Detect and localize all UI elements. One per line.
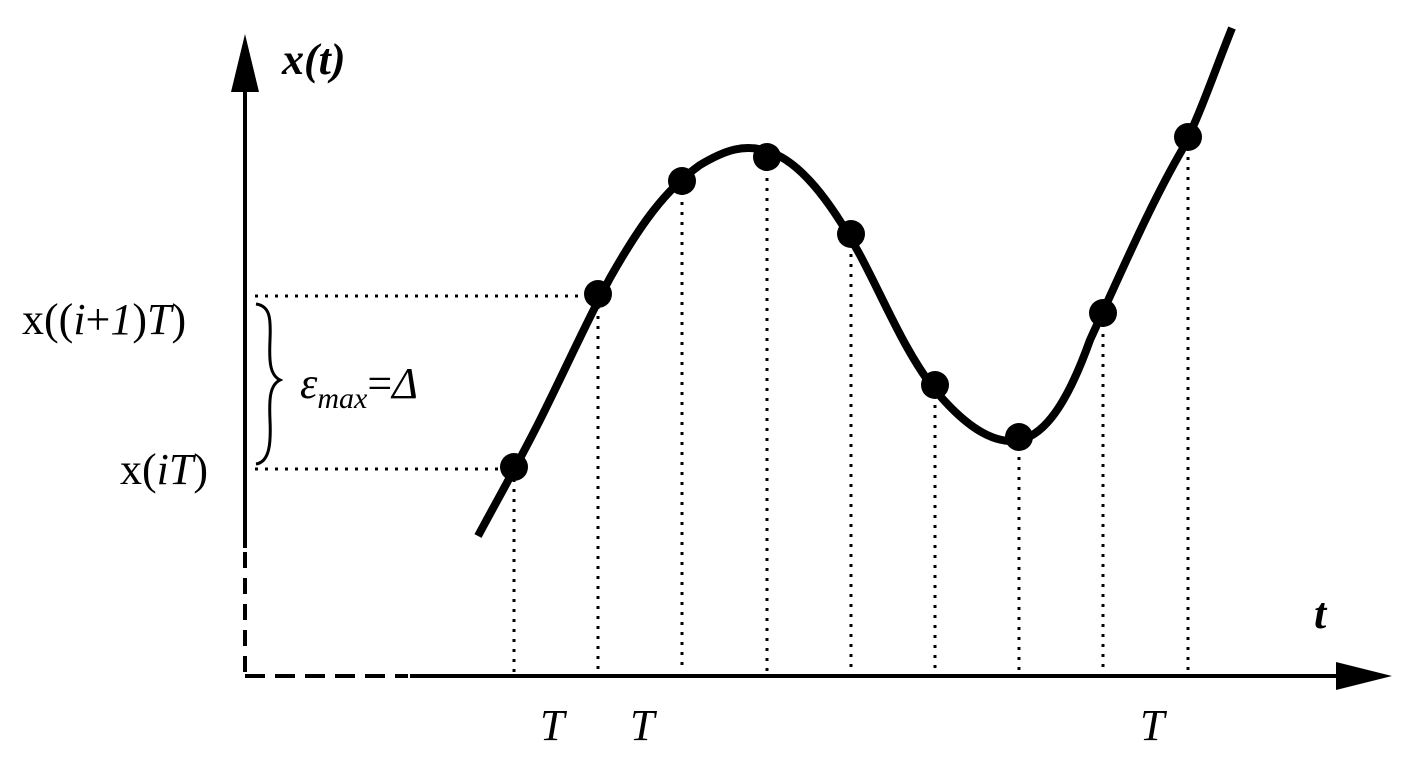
y-axis-arrowhead [231,34,259,92]
x-axis-title: t [1314,589,1328,638]
sample-guides [512,137,1190,672]
epsilon-max-label: εmax=Δ [300,359,418,415]
y-axis-title: x(t) [281,35,346,84]
lower-level-label: x(iT) [120,445,208,494]
error-brace [255,302,284,466]
signal-curve [474,26,1236,538]
sample-point [1174,123,1202,151]
sample-point [668,167,696,195]
sample-point [753,143,781,171]
sample-point [500,453,528,481]
sample-point [1089,299,1117,327]
sample-point [1005,423,1033,451]
upper-level-label: x((i+1)T) [22,295,186,344]
period-label: T [540,701,568,750]
sample-points [500,123,1202,481]
sample-point [837,220,865,248]
period-label: T [630,701,658,750]
sample-point [584,280,612,308]
period-label: T [1140,701,1168,750]
sample-point [921,371,949,399]
x-axis-arrowhead [1336,662,1392,690]
